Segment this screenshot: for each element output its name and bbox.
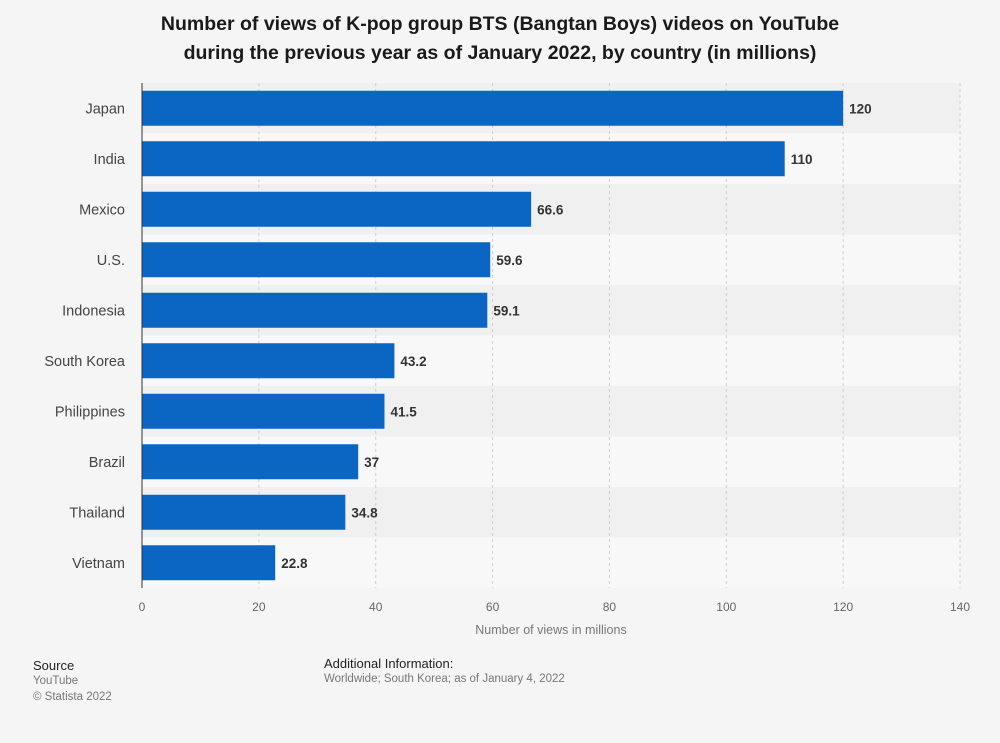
data-label: 59.6 (496, 253, 523, 268)
category-label: Indonesia (62, 303, 126, 319)
x-tick-label: 80 (603, 600, 617, 614)
data-label: 41.5 (390, 404, 417, 419)
row-band (142, 537, 960, 588)
data-label: 34.8 (351, 505, 378, 520)
category-label: Mexico (79, 202, 125, 218)
category-label: Vietnam (72, 556, 125, 572)
additional-info-label: Additional Information: (324, 656, 454, 671)
data-label: 22.8 (281, 556, 308, 571)
category-label: Japan (85, 101, 125, 117)
x-tick-label: 20 (252, 600, 266, 614)
bar (142, 393, 385, 429)
bar (142, 292, 488, 328)
bar (142, 191, 532, 227)
data-label: 120 (849, 101, 872, 116)
bar (142, 444, 359, 480)
x-tick-label: 60 (486, 600, 500, 614)
category-label: South Korea (44, 354, 126, 370)
chart-title-line-1: Number of views of K-pop group BTS (Bang… (160, 13, 840, 35)
data-label: 59.1 (493, 303, 520, 318)
bar (142, 141, 785, 177)
bar (142, 242, 491, 278)
category-label: Thailand (69, 505, 125, 521)
chart-title: Number of views of K-pop group BTS (Bang… (0, 10, 1000, 68)
category-label: U.S. (97, 253, 125, 269)
x-axis-title: Number of views in millions (475, 623, 626, 637)
category-label: India (94, 152, 126, 168)
bar (142, 545, 276, 581)
source-label: Source (33, 658, 75, 673)
bar-chart: Japan 120 India 110 Mexico 66.6 U.S. 59.6 Indone… (44, 83, 970, 637)
source-block: Source YouTube © Statista 2022 (33, 658, 112, 705)
data-label: 37 (364, 455, 379, 470)
source-line-1: YouTube (33, 675, 79, 687)
chart-title-line-2: during the previous year as of January 2… (183, 42, 817, 64)
category-label: Philippines (55, 404, 125, 420)
x-tick-label: 40 (369, 600, 383, 614)
data-label: 43.2 (400, 354, 426, 369)
additional-info-block: Additional Information: Worldwide; South… (324, 656, 565, 687)
x-tick-label: 100 (716, 600, 736, 614)
x-tick-label: 0 (139, 600, 146, 614)
data-label: 66.6 (537, 202, 564, 217)
data-label: 110 (791, 152, 813, 167)
x-tick-label: 140 (950, 600, 970, 614)
additional-info-text: Worldwide; South Korea; as of January 4,… (324, 673, 565, 685)
bar (142, 494, 346, 530)
x-tick-label: 120 (833, 600, 853, 614)
bar (142, 90, 844, 126)
source-line-2: © Statista 2022 (33, 691, 112, 703)
category-label: Brazil (89, 455, 125, 471)
bar (142, 343, 395, 379)
